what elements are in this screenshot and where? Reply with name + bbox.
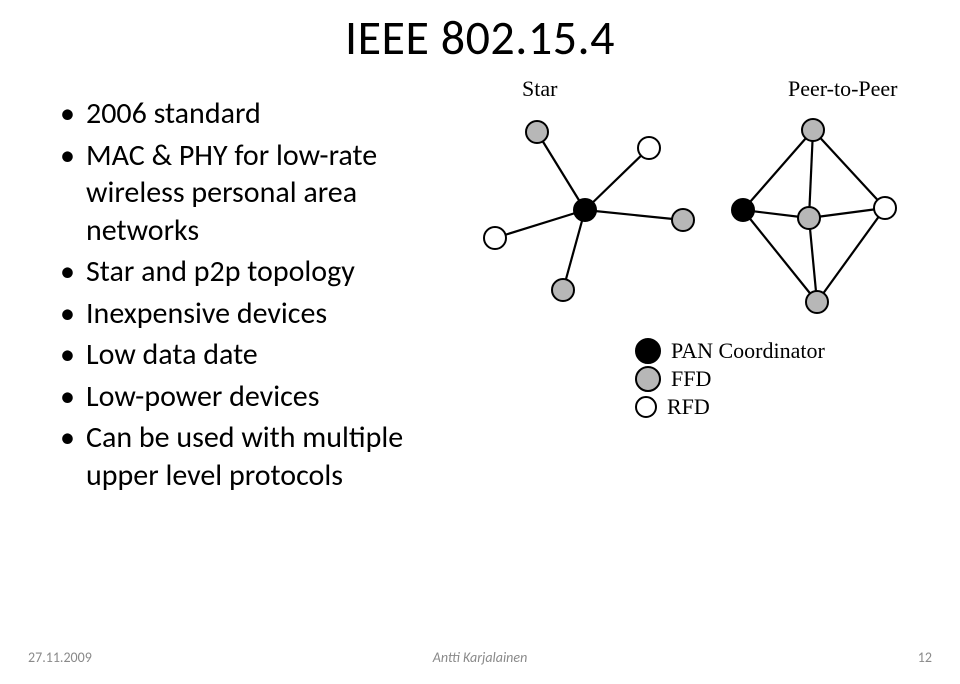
node-ffd (526, 121, 548, 143)
legend-swatch (635, 366, 661, 392)
edge (585, 210, 683, 220)
legend-item: FFD (635, 366, 825, 392)
edge (495, 210, 585, 238)
bullet-item: Low data date (60, 336, 440, 374)
diagram-label-p2p: Peer-to-Peer (788, 76, 898, 102)
edge (813, 130, 885, 208)
node-ffd (802, 119, 824, 141)
edge (563, 210, 585, 290)
bullet-item: Star and p2p topology (60, 253, 440, 291)
bullet-item: Can be used with multiple upper level pr… (60, 419, 440, 494)
slide-title: IEEE 802.15.4 (0, 8, 960, 67)
edge (817, 208, 885, 302)
node-rfd (638, 137, 660, 159)
node-ffd (552, 279, 574, 301)
legend-swatch (635, 396, 657, 418)
legend-swatch (635, 338, 661, 364)
legend-item: RFD (635, 394, 825, 420)
node-rfd (484, 227, 506, 249)
node-ffd (798, 207, 820, 229)
legend-label: FFD (671, 366, 711, 392)
bullet-item: Low-power devices (60, 378, 440, 416)
bullet-list: 2006 standard MAC & PHY for low-rate wire… (60, 95, 440, 498)
bullet-item: 2006 standard (60, 95, 440, 133)
edge (743, 130, 813, 210)
legend: PAN CoordinatorFFDRFD (635, 338, 825, 422)
node-ffd (806, 291, 828, 313)
legend-item: PAN Coordinator (635, 338, 825, 364)
edge (809, 218, 817, 302)
topology-diagram (455, 70, 955, 520)
node-rfd (874, 197, 896, 219)
diagram-label-star: Star (522, 76, 557, 102)
node-pan (574, 199, 596, 221)
bullet-item: MAC & PHY for low-rate wireless personal… (60, 137, 440, 250)
bullet-item: Inexpensive devices (60, 295, 440, 333)
network-svg (455, 70, 955, 350)
node-pan (732, 199, 754, 221)
footer-author: Antti Karjalainen (0, 649, 960, 666)
footer-page-number: 12 (918, 649, 932, 666)
edge (585, 148, 649, 210)
legend-label: RFD (667, 394, 710, 420)
slide: IEEE 802.15.4 2006 standard MAC & PHY for… (0, 0, 960, 684)
edge (537, 132, 585, 210)
edge (809, 130, 813, 218)
legend-label: PAN Coordinator (671, 338, 825, 364)
node-ffd (672, 209, 694, 231)
